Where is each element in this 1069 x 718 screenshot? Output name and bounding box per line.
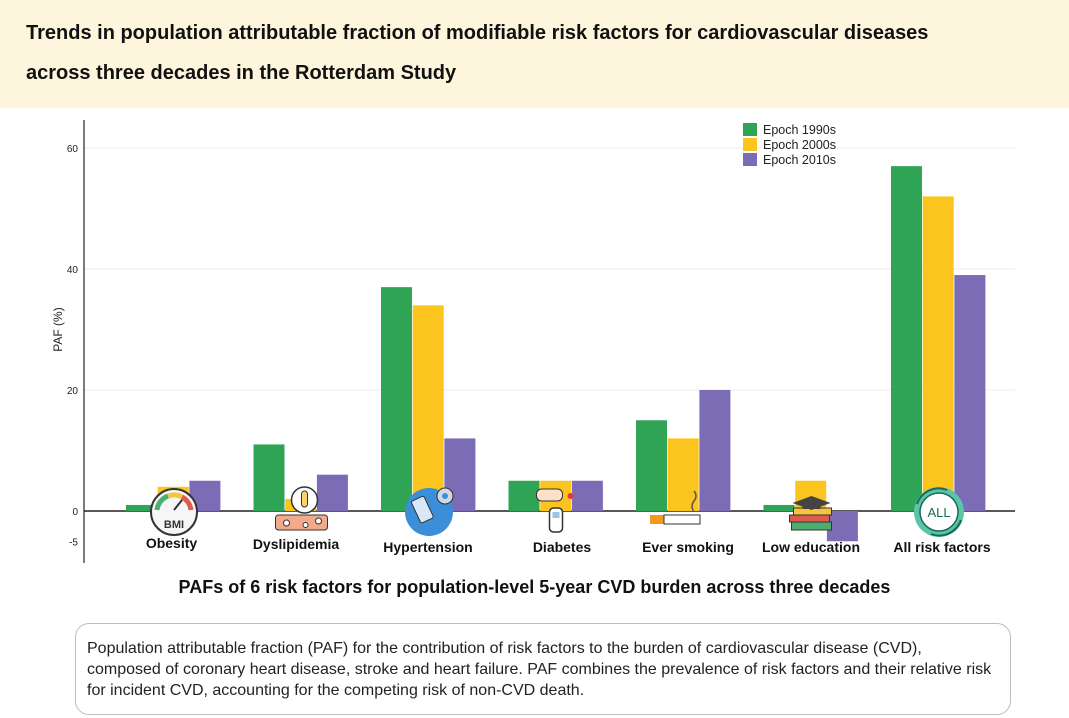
bar	[571, 480, 603, 511]
y-tick-label: 20	[67, 386, 79, 397]
cholesterol-icon	[275, 486, 328, 531]
y-tick-label: 0	[72, 507, 78, 518]
legend-swatch	[743, 123, 757, 136]
bar	[508, 480, 540, 511]
bar	[667, 438, 699, 511]
title-line-2: across three decades in the Rotterdam St…	[26, 62, 457, 84]
x-tick-label: Diabetes	[533, 539, 592, 555]
y-axis-label: PAF (%)	[51, 307, 65, 351]
legend-label: Epoch 2010s	[763, 153, 836, 167]
all-icon: ALL	[914, 487, 964, 537]
chart-subtitle: PAFs of 6 risk factors for population-le…	[178, 577, 891, 597]
bar	[412, 305, 444, 511]
svg-text:ALL: ALL	[927, 505, 950, 520]
x-tick-label: Obesity	[146, 535, 198, 551]
blood-pressure-icon	[405, 487, 454, 536]
bar	[381, 287, 412, 511]
legend-label: Epoch 2000s	[763, 138, 836, 152]
bar	[253, 444, 285, 511]
bar	[699, 390, 731, 511]
x-tick-label: Low education	[762, 539, 860, 555]
svg-text:BMI: BMI	[164, 519, 184, 531]
x-tick-label: Dyslipidemia	[253, 536, 340, 552]
y-tick-label: 40	[67, 265, 79, 276]
y-tick-label: 60	[67, 144, 79, 155]
y-tick-label: -5	[69, 537, 78, 548]
cigarette-icon	[650, 490, 701, 525]
definition-note: Population attributable fraction (PAF) f…	[75, 623, 1011, 715]
legend-swatch	[743, 153, 757, 166]
x-tick-label: Hypertension	[383, 539, 472, 555]
paf-bar-chart: -5 0 20 40 60 PAF (%) BMI ALL Obesity Dyslipidemi…	[51, 120, 1015, 563]
title-banner: Trends in population attributable fracti…	[0, 0, 1069, 108]
legend-label: Epoch 1990s	[763, 123, 836, 137]
books-graduation-cap-icon	[789, 496, 832, 531]
bar	[316, 474, 348, 511]
x-tick-label: All risk factors	[893, 539, 990, 555]
bar	[826, 511, 858, 542]
bar	[954, 275, 986, 511]
bar	[126, 504, 157, 511]
x-tick-label: Ever smoking	[642, 539, 734, 555]
legend-swatch	[743, 138, 757, 151]
bar	[922, 196, 954, 511]
glucose-meter-icon	[536, 488, 574, 533]
bmi-gauge-icon: BMI	[150, 488, 198, 536]
bar	[763, 504, 795, 511]
bar	[636, 420, 667, 511]
bar	[891, 166, 922, 511]
title-line-1: Trends in population attributable fracti…	[26, 22, 929, 44]
